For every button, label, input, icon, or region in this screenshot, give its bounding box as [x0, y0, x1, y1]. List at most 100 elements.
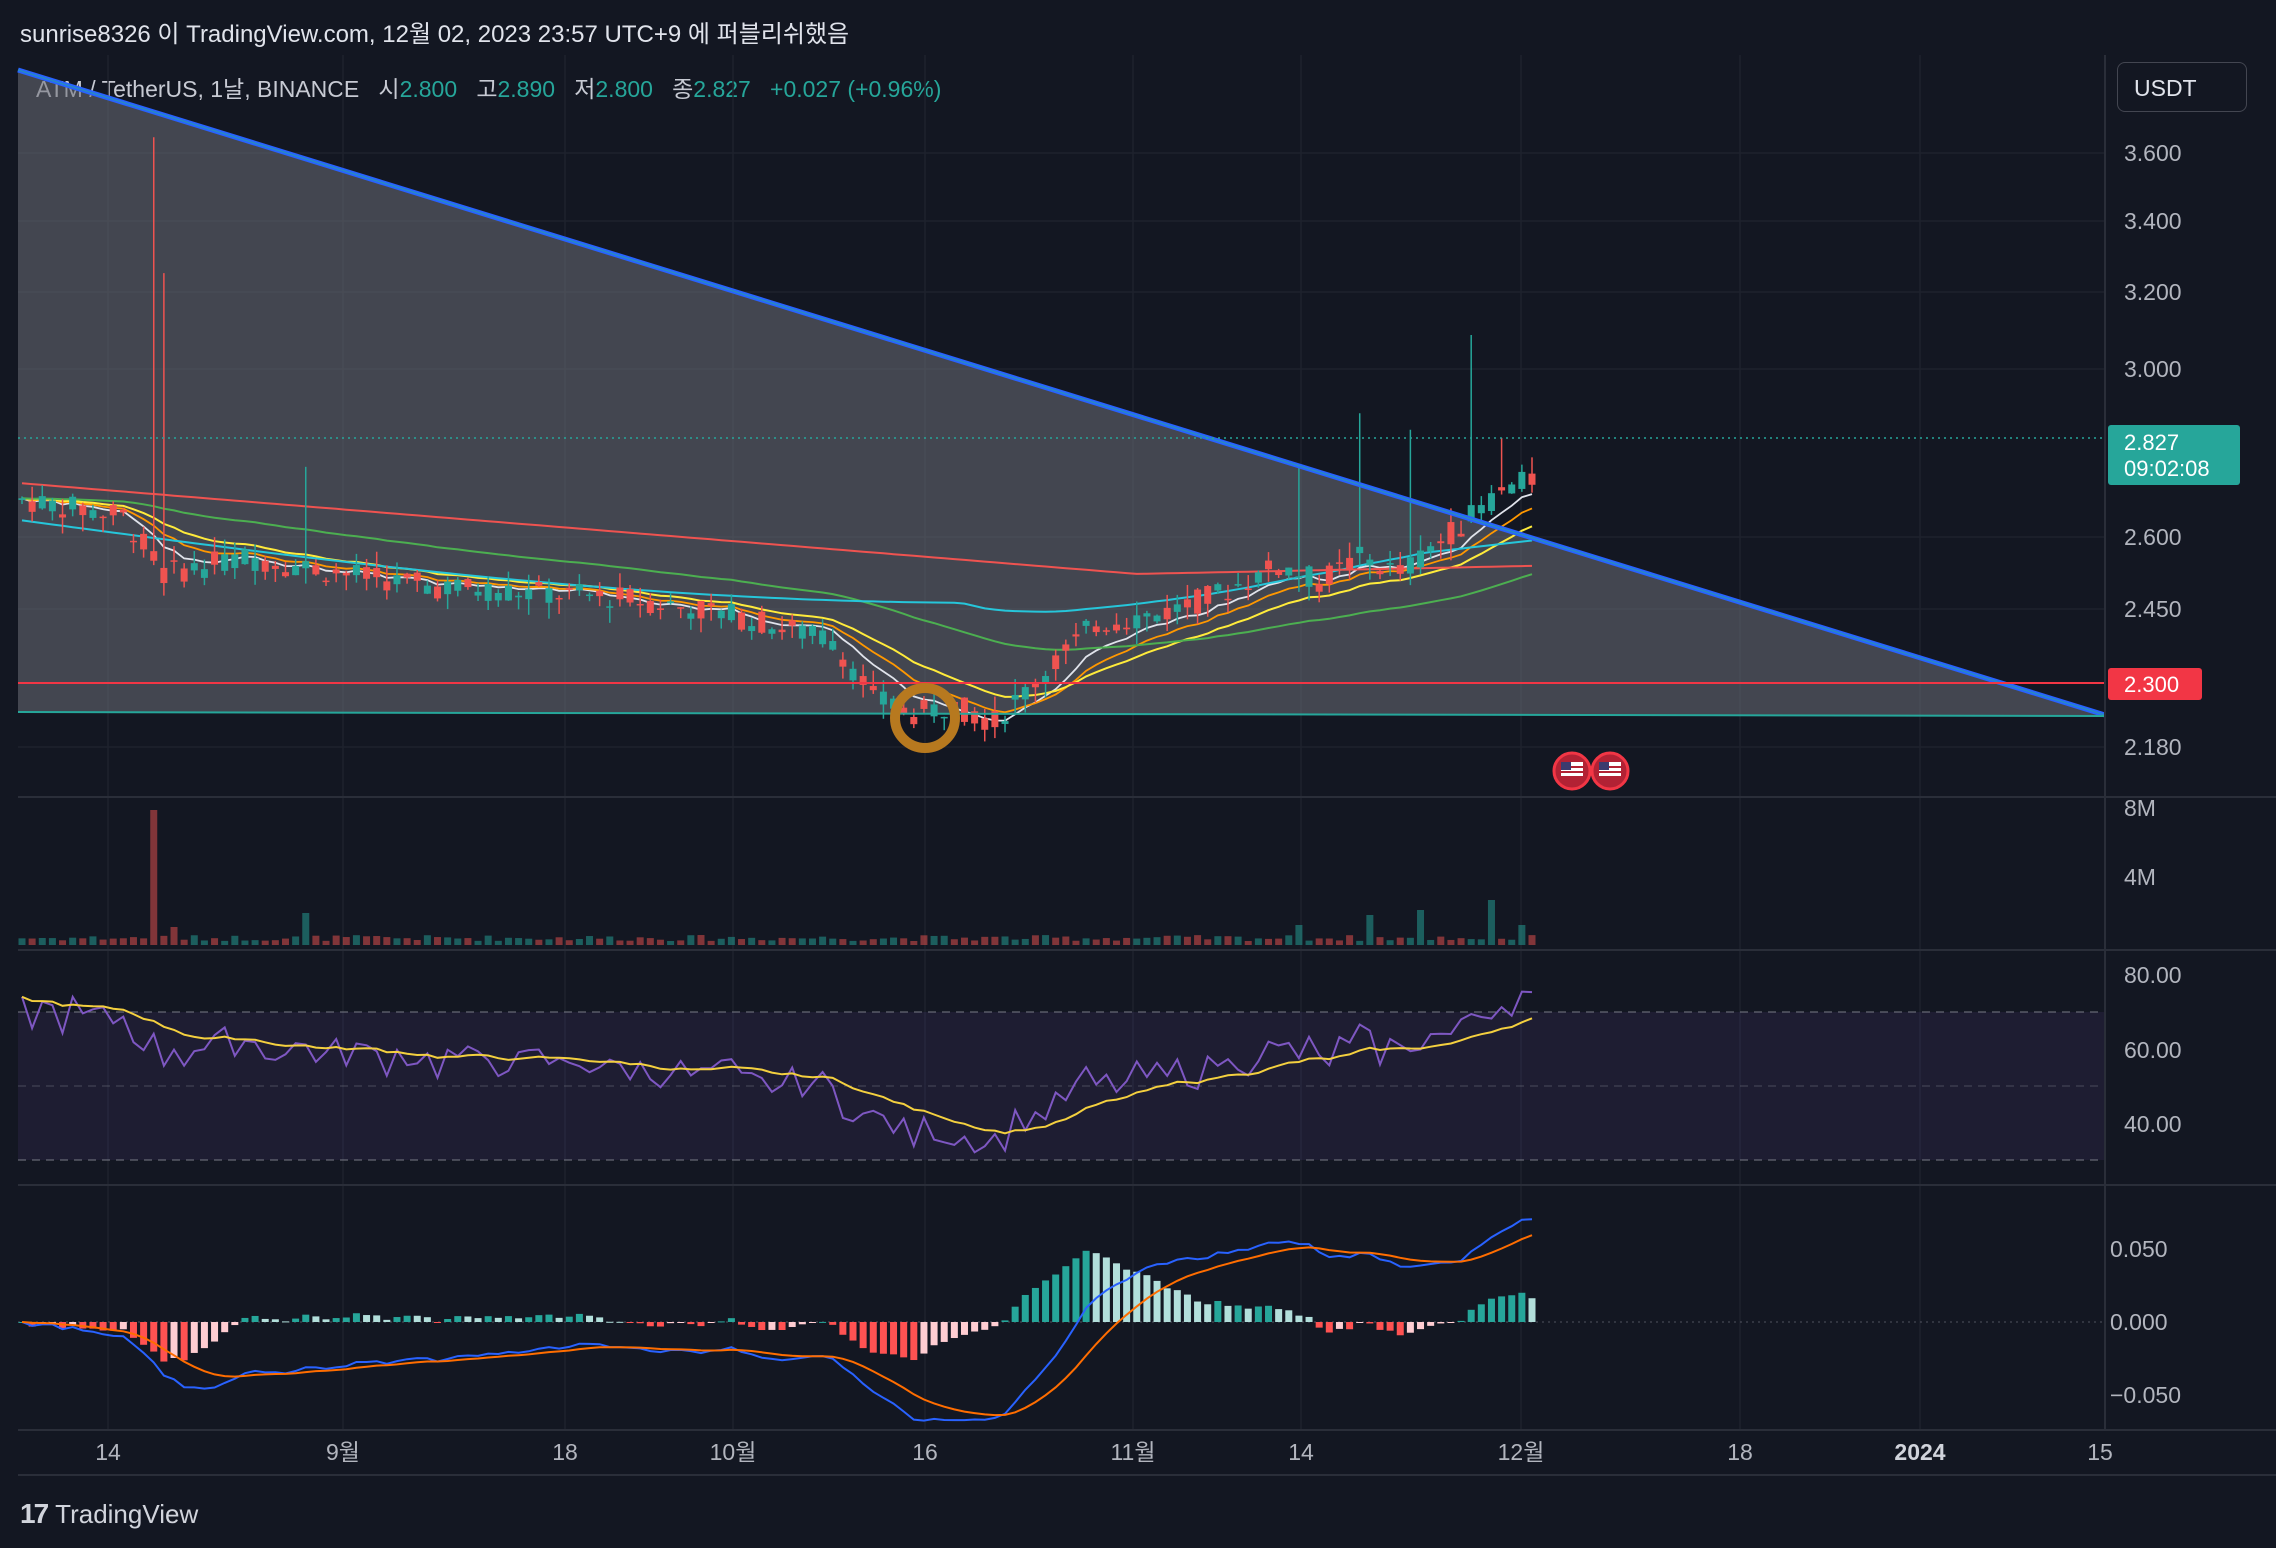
volume-bar	[1204, 939, 1212, 945]
candle-body	[261, 560, 269, 572]
ma-line	[21, 519, 1533, 613]
macd-histogram-bar	[656, 1322, 664, 1327]
low-label: 저	[574, 76, 596, 102]
volume-bar	[656, 939, 664, 945]
macd-histogram-bar	[454, 1316, 462, 1322]
candle-body	[981, 718, 989, 730]
candle-body	[545, 588, 553, 603]
candle-body	[849, 668, 857, 681]
macd-histogram-bar	[231, 1322, 239, 1326]
candle-body	[363, 567, 371, 579]
candle-body	[971, 711, 979, 724]
candle-body	[1275, 570, 1283, 576]
macd-histogram-bar	[900, 1322, 908, 1358]
macd-histogram-bar	[28, 1322, 36, 1327]
volume-bar	[1346, 935, 1354, 945]
candle-body	[717, 610, 725, 619]
macd-histogram-bar	[352, 1313, 360, 1322]
macd-histogram-bar	[808, 1322, 816, 1323]
candle-body	[292, 566, 300, 576]
macd-histogram-bar	[717, 1321, 725, 1323]
level-price-badge: 2.300	[2108, 668, 2202, 700]
macd-histogram-bar	[879, 1322, 887, 1354]
countdown-value: 09:02:08	[2124, 456, 2210, 481]
candle-body	[393, 575, 401, 585]
symbol-name[interactable]: ATM / TetherUS, 1날, BINANCE	[36, 76, 360, 102]
volume-bar	[1042, 935, 1050, 945]
tradingview-logo[interactable]: 17 TradingView	[20, 1498, 198, 1530]
moving-averages	[21, 482, 1533, 722]
macd-tick-label: −0.050	[2110, 1382, 2181, 1408]
volume-bar	[1406, 937, 1414, 945]
candle-body	[1194, 589, 1202, 614]
macd-histogram-bar	[1265, 1305, 1273, 1322]
candle-body	[494, 592, 502, 601]
macd-histogram-bar	[251, 1315, 259, 1322]
macd-histogram-bar	[1477, 1304, 1485, 1322]
macd-histogram-bar	[261, 1318, 269, 1322]
candle-body	[646, 600, 654, 614]
candle-body	[89, 510, 97, 518]
volume-bar	[626, 940, 634, 945]
macd-histogram-bar	[525, 1317, 533, 1322]
macd-histogram-bar	[170, 1322, 178, 1358]
candle-body	[910, 716, 918, 725]
volume-bar	[1437, 936, 1445, 945]
volume-bar	[697, 935, 705, 945]
candle-body	[697, 600, 705, 619]
volume-bar	[930, 935, 938, 945]
volume-bar	[89, 936, 97, 945]
volume-bar	[960, 937, 968, 945]
volume-bar	[768, 940, 776, 945]
candle-body	[1021, 687, 1029, 700]
candle-body	[1406, 557, 1414, 574]
currency-button[interactable]: USDT	[2117, 62, 2247, 112]
macd-histogram-bar	[312, 1316, 320, 1322]
macd-histogram-bar	[69, 1322, 77, 1326]
volume-bar	[1376, 937, 1384, 945]
volume-bar	[373, 936, 381, 945]
candle-body	[930, 704, 938, 717]
candle-body	[1031, 683, 1039, 688]
us-flag-icon[interactable]	[1552, 751, 1592, 791]
volume-bar	[778, 937, 786, 945]
candle-body	[727, 604, 735, 621]
macd-histogram-bar	[322, 1319, 330, 1322]
macd-histogram-bar	[616, 1321, 624, 1323]
candle-body	[1244, 588, 1252, 591]
macd-histogram-bar	[109, 1322, 117, 1331]
macd-histogram-bar	[1406, 1322, 1414, 1333]
volume-bar	[494, 940, 502, 945]
candle-body	[900, 707, 908, 714]
macd-histogram-bar	[677, 1322, 685, 1323]
macd-histogram-bar	[839, 1322, 847, 1335]
volume-bar	[1427, 939, 1435, 945]
volume-bar	[1417, 910, 1425, 945]
volume-bar	[677, 940, 685, 945]
high-value: 2.890	[497, 76, 556, 102]
candle-body	[119, 509, 127, 513]
candle-body	[504, 585, 512, 601]
macd-histogram-bar	[788, 1322, 796, 1327]
volume-bar	[1102, 938, 1110, 945]
time-tick-label: 16	[912, 1439, 938, 1465]
triangle-pattern-fill	[18, 70, 2105, 716]
candle-body	[667, 601, 675, 604]
macd-histogram-bar	[707, 1322, 715, 1323]
candle-body	[920, 700, 928, 709]
macd-histogram-bar	[363, 1315, 371, 1322]
macd-histogram-bar	[281, 1321, 289, 1323]
macd-histogram-bar	[829, 1322, 837, 1325]
candle-body	[788, 620, 796, 626]
time-tick-label: 11월	[1110, 1439, 1155, 1465]
volume-bar	[48, 938, 56, 945]
macd-histogram-bar	[1092, 1253, 1100, 1322]
macd-histogram-bar	[1133, 1271, 1141, 1322]
close-value: 2.827	[693, 76, 751, 102]
candle-body	[656, 608, 664, 610]
macd-histogram-bar	[464, 1316, 472, 1322]
volume-bar	[221, 940, 229, 945]
volume-bar	[1052, 937, 1060, 945]
us-flag-icon[interactable]	[1590, 751, 1630, 791]
